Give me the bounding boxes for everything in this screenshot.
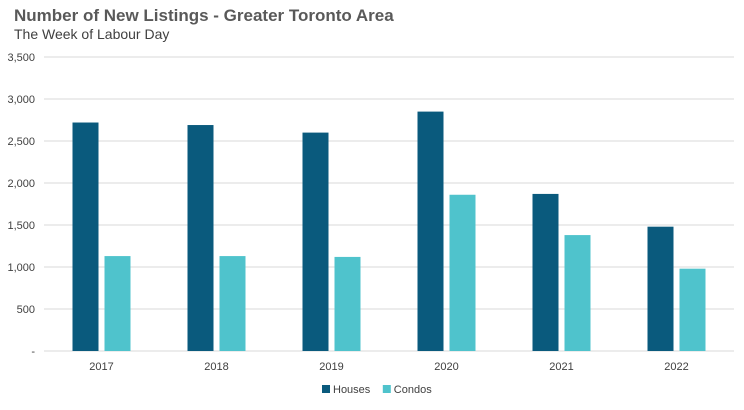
y-tick-label: - [31, 346, 35, 358]
bar-houses-2018 [187, 125, 214, 351]
bar-condos-2019 [334, 256, 361, 351]
y-tick-label: 3,000 [7, 94, 35, 106]
y-tick-label: 1,000 [7, 262, 35, 274]
y-tick-label: 2,500 [7, 136, 35, 148]
legend-swatch-condos [382, 385, 391, 393]
legend-label-houses: Houses [333, 384, 371, 396]
bar-houses-2022 [647, 226, 674, 351]
bar-condos-2022 [679, 268, 706, 351]
bar-houses-2021 [532, 193, 559, 351]
bar-condos-2017 [104, 256, 131, 351]
x-tick-label: 2018 [204, 361, 228, 373]
y-tick-label: 500 [17, 304, 35, 316]
x-tick-label: 2021 [549, 361, 573, 373]
bar-condos-2021 [564, 235, 591, 351]
legend-swatch-houses [322, 385, 330, 393]
y-tick-label: 2,000 [7, 178, 35, 190]
x-tick-label: 2019 [319, 361, 343, 373]
bar-houses-2020 [417, 111, 444, 351]
x-tick-label: 2020 [434, 361, 458, 373]
bar-condos-2020 [449, 194, 476, 351]
x-tick-label: 2022 [664, 361, 688, 373]
bar-condos-2018 [219, 256, 246, 351]
y-tick-label: 3,500 [7, 52, 35, 64]
chart-subtitle: The Week of Labour Day [14, 26, 170, 42]
y-tick-label: 1,500 [7, 220, 35, 232]
chart-title: Number of New Listings - Greater Toronto… [14, 6, 394, 25]
x-tick-label: 2017 [89, 361, 113, 373]
legend-label-condos: Condos [394, 384, 432, 396]
bar-houses-2017 [72, 122, 99, 352]
bar-houses-2019 [302, 132, 329, 351]
